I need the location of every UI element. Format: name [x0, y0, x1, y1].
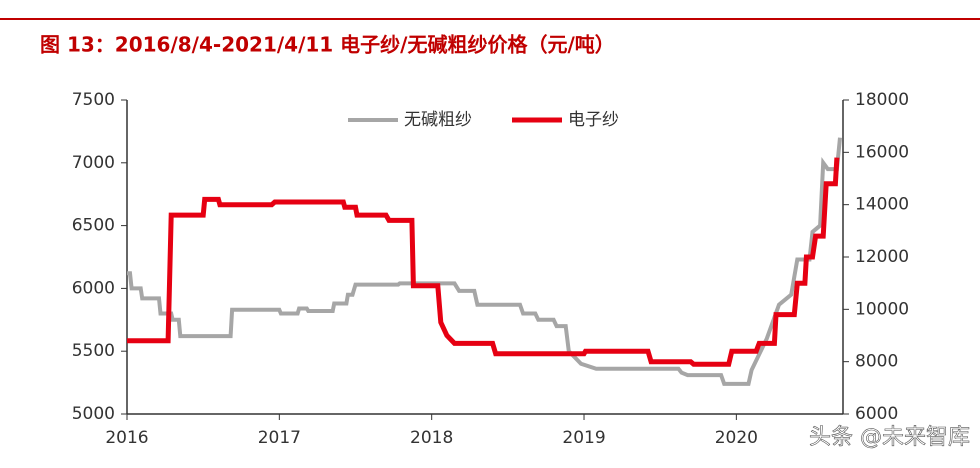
- y2-tick-label: 8000: [855, 352, 898, 372]
- x-tick-label: 2019: [562, 428, 605, 448]
- y-tick-label: 5000: [72, 404, 115, 424]
- x-tick-label: 2018: [410, 428, 453, 448]
- y-tick-label: 6500: [72, 216, 115, 236]
- watermark: 头条 @未来智库: [809, 425, 970, 450]
- y-tick-label: 5500: [72, 341, 115, 361]
- x-tick-label: 2016: [105, 428, 148, 448]
- y-tick-label: 7500: [72, 90, 115, 110]
- x-tick-label: 2020: [715, 428, 758, 448]
- y2-tick-label: 6000: [855, 404, 898, 424]
- x-tick-label: 2017: [258, 428, 301, 448]
- legend-label: 无碱粗纱: [404, 110, 472, 130]
- y2-tick-label: 14000: [855, 195, 909, 215]
- legend-label: 电子纱: [568, 110, 619, 130]
- series-line: [127, 157, 840, 367]
- y-tick-label: 7000: [72, 153, 115, 173]
- y2-tick-label: 10000: [855, 299, 909, 319]
- y-tick-label: 6000: [72, 278, 115, 298]
- chart-title: 图 13：2016/8/4-2021/4/11 电子纱/无碱粗纱价格（元/吨）: [40, 33, 615, 57]
- y2-tick-label: 12000: [855, 247, 909, 267]
- y2-tick-label: 18000: [855, 90, 909, 110]
- series-line: [127, 137, 842, 386]
- y2-tick-label: 16000: [855, 142, 909, 162]
